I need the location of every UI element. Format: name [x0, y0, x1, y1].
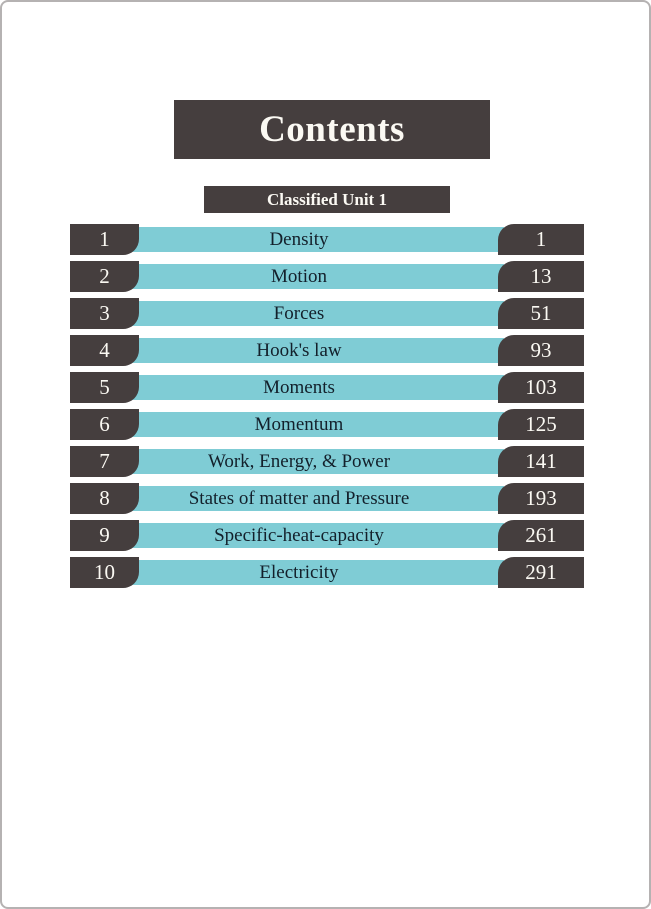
toc-row-number: 3 [99, 301, 110, 325]
toc-row-title: Moments [263, 377, 335, 398]
toc-list: Density 1 1 Motion 2 13 Forces 3 51 [70, 224, 584, 594]
toc-row: Momentum 6 125 [70, 409, 584, 440]
toc-row-number-badge: 8 [70, 483, 139, 514]
toc-row: Specific-heat-capacity 9 261 [70, 520, 584, 551]
toc-row-number-badge: 6 [70, 409, 139, 440]
toc-row-page-badge: 261 [498, 520, 584, 551]
toc-row-number: 4 [99, 338, 110, 362]
toc-row-title: Work, Energy, & Power [207, 451, 391, 472]
toc-row: Forces 3 51 [70, 298, 584, 329]
toc-row: Hook's law 4 93 [70, 335, 584, 366]
toc-row-number-badge: 2 [70, 261, 139, 292]
toc-row-title: Forces [273, 303, 325, 324]
toc-row-bar: Momentum [94, 412, 504, 437]
toc-row-number: 2 [99, 264, 110, 288]
toc-row-bar: Hook's law [94, 338, 504, 363]
toc-row-bar: Motion [94, 264, 504, 289]
section-title: Classified Unit 1 [267, 190, 387, 209]
toc-row: Electricity 10 291 [70, 557, 584, 588]
toc-row-page-badge: 103 [498, 372, 584, 403]
toc-row-page: 51 [530, 301, 552, 325]
toc-row-page: 291 [525, 560, 557, 584]
toc-row-title: Density [269, 229, 329, 250]
toc-row-page: 125 [525, 412, 557, 436]
toc-row-title: States of matter and Pressure [188, 488, 410, 509]
toc-row-number-badge: 4 [70, 335, 139, 366]
page-title: Contents [259, 109, 405, 150]
toc-row-page-badge: 1 [498, 224, 584, 255]
toc-row-number: 7 [99, 449, 110, 473]
toc-row-page-badge: 51 [498, 298, 584, 329]
toc-row: States of matter and Pressure 8 193 [70, 483, 584, 514]
toc-row-number: 10 [94, 560, 115, 584]
toc-row: Work, Energy, & Power 7 141 [70, 446, 584, 477]
toc-row-number: 6 [99, 412, 110, 436]
toc-row: Density 1 1 [70, 224, 584, 255]
toc-row-bar: Work, Energy, & Power [94, 449, 504, 474]
toc-row: Motion 2 13 [70, 261, 584, 292]
toc-row-number: 5 [99, 375, 110, 399]
toc-row-bar: Specific-heat-capacity [94, 523, 504, 548]
toc-row: Moments 5 103 [70, 372, 584, 403]
contents-title-box: Contents [174, 100, 490, 159]
toc-row-number-badge: 5 [70, 372, 139, 403]
toc-row-title: Momentum [254, 414, 344, 435]
toc-row-page-badge: 93 [498, 335, 584, 366]
section-title-box: Classified Unit 1 [204, 186, 450, 213]
toc-row-number-badge: 10 [70, 557, 139, 588]
toc-row-page-badge: 291 [498, 557, 584, 588]
toc-row-bar: Moments [94, 375, 504, 400]
toc-row-page: 93 [530, 338, 552, 362]
toc-row-title: Motion [271, 266, 327, 287]
toc-row-bar: States of matter and Pressure [94, 486, 504, 511]
toc-row-title: Hook's law [256, 340, 342, 361]
toc-row-number-badge: 3 [70, 298, 139, 329]
toc-row-page: 141 [525, 449, 557, 473]
toc-row-bar: Electricity [94, 560, 504, 585]
toc-row-title: Specific-heat-capacity [214, 525, 384, 546]
toc-row-number: 1 [99, 227, 110, 251]
toc-row-number-badge: 9 [70, 520, 139, 551]
toc-row-page-badge: 141 [498, 446, 584, 477]
toc-row-bar: Density [94, 227, 504, 252]
toc-row-number-badge: 1 [70, 224, 139, 255]
toc-row-page: 1 [535, 227, 547, 251]
toc-row-page: 261 [525, 523, 557, 547]
toc-row-title: Electricity [259, 562, 339, 583]
toc-row-page: 193 [525, 486, 557, 510]
toc-row-number: 8 [99, 486, 110, 510]
toc-row-number-badge: 7 [70, 446, 139, 477]
toc-row-page: 103 [525, 375, 557, 399]
toc-row-page-badge: 125 [498, 409, 584, 440]
toc-row-page-badge: 193 [498, 483, 584, 514]
toc-row-bar: Forces [94, 301, 504, 326]
toc-row-page-badge: 13 [498, 261, 584, 292]
toc-row-page: 13 [530, 264, 552, 288]
toc-row-number: 9 [99, 523, 110, 547]
